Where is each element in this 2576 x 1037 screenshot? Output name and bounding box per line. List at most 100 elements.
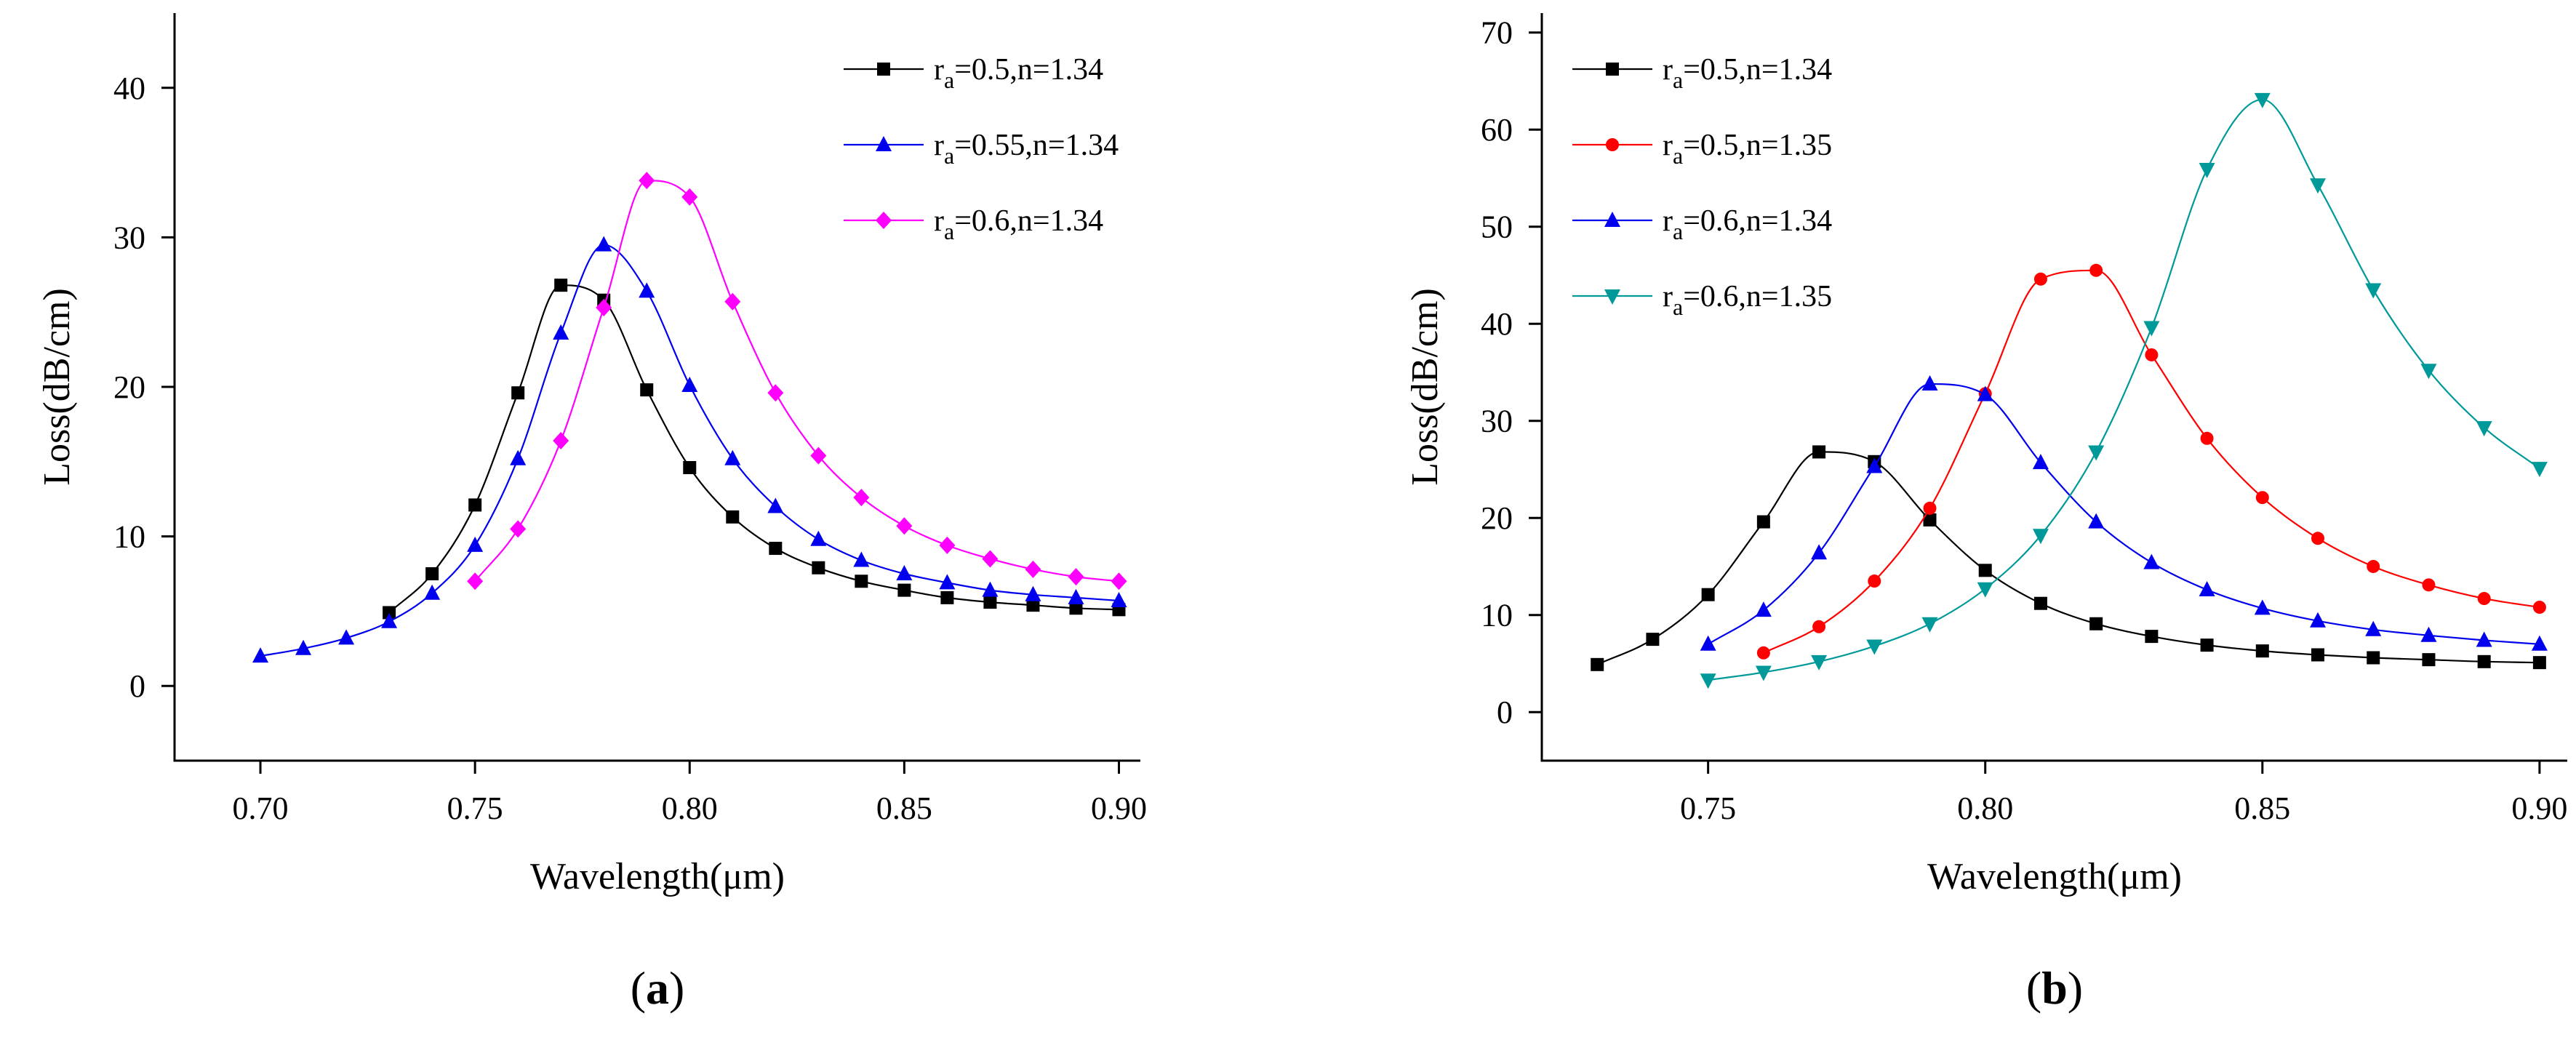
data-point [1756, 646, 1770, 660]
caption-open: ( [2026, 962, 2041, 1014]
y-tick-label: 70 [1481, 15, 1513, 51]
y-tick-label: 20 [113, 369, 145, 405]
data-point [1700, 635, 1716, 651]
data-point [2200, 638, 2214, 652]
y-tick-label: 30 [1481, 404, 1513, 439]
series-2 [1756, 263, 2546, 660]
data-point [896, 565, 913, 580]
data-point [1921, 617, 1938, 633]
data-point [939, 536, 956, 554]
data-point [812, 561, 825, 574]
data-point [982, 581, 999, 597]
data-point [1756, 515, 1770, 529]
legend-marker [876, 136, 892, 151]
y-tick-label: 30 [113, 220, 145, 255]
x-tick-label: 0.80 [1957, 790, 2013, 826]
legend-label: ra=0.5,n=1.34 [1663, 53, 1832, 93]
data-point [2145, 348, 2159, 361]
data-point [2199, 581, 2215, 597]
x-tick-label: 0.85 [876, 790, 932, 826]
data-point [896, 517, 913, 535]
data-point [2255, 491, 2269, 505]
data-point [767, 497, 784, 513]
data-point [897, 583, 911, 597]
data-point [2367, 559, 2380, 573]
data-point [2532, 601, 2546, 614]
data-point [2477, 592, 2491, 606]
data-point [2089, 263, 2103, 277]
legend-entry: ra=0.6,n=1.35 [1572, 280, 1832, 320]
legend-label: ra=0.55,n=1.34 [934, 129, 1119, 169]
caption-letter: b [2041, 962, 2068, 1014]
y-tick-label: 40 [1481, 306, 1513, 342]
legend-label-subscript: a [1673, 143, 1683, 169]
caption-close: ) [669, 962, 684, 1014]
legend-label: ra=0.6,n=1.35 [1663, 280, 1832, 320]
data-point [1812, 620, 1826, 633]
x-tick-label: 0.80 [662, 790, 718, 826]
caption-close: ) [2068, 962, 2083, 1014]
series-4 [1700, 92, 2548, 689]
legend-entry: ra=0.5,n=1.35 [1572, 129, 1832, 169]
legend-label-rest: =0.6,n=1.34 [1683, 204, 1832, 238]
legend-label-base: r [934, 204, 944, 238]
data-point [468, 498, 482, 512]
y-tick-label: 20 [1481, 500, 1513, 536]
data-point [553, 324, 569, 340]
series-line [1708, 383, 2540, 645]
data-point [2032, 454, 2049, 470]
legend-label-subscript: a [944, 143, 954, 169]
legend-label: ra=0.6,n=1.34 [934, 204, 1103, 244]
series-2 [252, 236, 1127, 663]
data-point [467, 572, 484, 590]
data-point [1591, 657, 1604, 671]
data-point [467, 536, 484, 552]
data-point [810, 447, 827, 465]
data-point [2422, 578, 2436, 592]
series-3 [1700, 375, 2548, 651]
data-point [2531, 462, 2548, 478]
data-point [2311, 532, 2325, 545]
data-point [983, 596, 997, 609]
data-point [425, 567, 439, 580]
series-1 [1591, 445, 2546, 671]
data-point [1923, 501, 1937, 515]
series-line [474, 180, 1119, 582]
x-tick-label: 0.75 [1680, 790, 1736, 826]
legend-label-base: r [934, 129, 944, 162]
data-point [554, 279, 568, 292]
series-line [1763, 269, 2540, 654]
y-tick-label: 50 [1481, 209, 1513, 245]
legend-marker [876, 212, 892, 229]
data-point [1866, 639, 1883, 655]
data-point [1755, 665, 1772, 681]
data-point [2199, 162, 2215, 178]
data-point [1921, 375, 1938, 391]
data-point [681, 376, 698, 392]
data-point [2420, 626, 2437, 642]
legend-label-rest: =0.6,n=1.35 [1683, 280, 1832, 313]
y-tick-label: 0 [1497, 694, 1513, 730]
x-tick-label: 0.70 [233, 790, 289, 826]
data-point [1811, 544, 1828, 560]
x-tick-label: 0.85 [2234, 790, 2290, 826]
data-point [1068, 588, 1084, 604]
legend-label-base: r [1663, 53, 1673, 87]
data-point [2089, 617, 2103, 630]
data-point [639, 172, 655, 190]
data-point [2088, 513, 2105, 529]
data-point [982, 550, 999, 568]
data-point [939, 574, 956, 590]
data-point [724, 292, 741, 311]
legend-entry: ra=0.55,n=1.34 [844, 129, 1119, 169]
data-point [853, 551, 870, 567]
chart-b: 0.75 0.80 0.85 0.90 0 10 20 30 40 50 60 70 Wavelengt… [1404, 13, 2567, 1014]
data-point [2310, 178, 2327, 194]
panel-caption: (a) [631, 962, 685, 1014]
data-point [640, 383, 654, 397]
data-point [510, 520, 527, 538]
data-point [1026, 598, 1040, 612]
data-point [2476, 631, 2492, 647]
data-point [767, 384, 784, 402]
data-point [2254, 599, 2271, 615]
